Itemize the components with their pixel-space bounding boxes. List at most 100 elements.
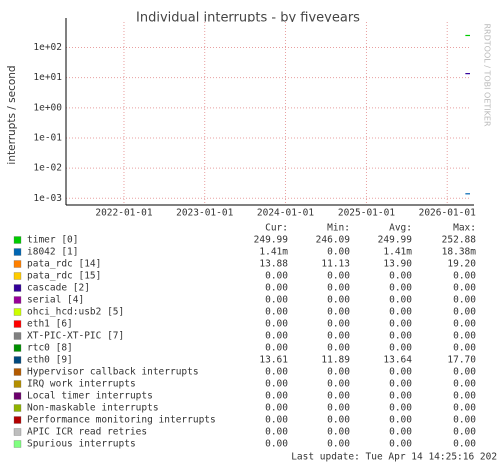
y-tick-label: 1e+02 bbox=[33, 42, 62, 53]
footer: Last update: Tue Apr 14 14:25:16 2026 bbox=[291, 452, 497, 463]
y-tick-label: 1e+01 bbox=[33, 72, 62, 83]
legend-value: 0.00 bbox=[327, 283, 350, 294]
legend-value: 0.00 bbox=[389, 403, 412, 414]
legend-name: ohci_hcd:usb2 [5] bbox=[27, 307, 124, 318]
legend-value: 0.00 bbox=[453, 367, 476, 378]
x-tick-label: 2022-01-01 bbox=[95, 208, 152, 219]
legend-name: serial [4] bbox=[27, 295, 84, 306]
plot-area bbox=[66, 22, 470, 205]
legend-value: 1.41m bbox=[383, 247, 412, 258]
y-tick-label: 1e-02 bbox=[33, 163, 62, 174]
legend-value: 0.00 bbox=[453, 427, 476, 438]
legend-value: 0.00 bbox=[453, 391, 476, 402]
legend-value: 0.00 bbox=[265, 415, 288, 426]
x-tick-label: 2025-01-01 bbox=[338, 208, 395, 219]
legend-value: 0.00 bbox=[389, 283, 412, 294]
legend-value: 0.00 bbox=[453, 283, 476, 294]
legend-value: 249.99 bbox=[378, 235, 413, 246]
legend-value: 1.41m bbox=[259, 247, 288, 258]
legend-name: rtc0 [8] bbox=[27, 343, 73, 354]
legend-value: 0.00 bbox=[265, 439, 288, 450]
legend-value: 0.00 bbox=[453, 295, 476, 306]
legend-value: 0.00 bbox=[389, 379, 412, 390]
y-axis-label: interrupts / second bbox=[6, 65, 18, 164]
legend-name: IRQ work interrupts bbox=[27, 379, 136, 390]
legend-value: 0.00 bbox=[327, 391, 350, 402]
legend-swatch bbox=[13, 308, 22, 316]
legend-value: 0.00 bbox=[265, 343, 288, 354]
legend-name: XT-PIC-XT-PIC [7] bbox=[27, 331, 124, 342]
legend-swatch bbox=[13, 236, 22, 244]
legend-name: eth0 [9] bbox=[27, 355, 73, 366]
legend-value: 0.00 bbox=[327, 271, 350, 282]
legend-value: 0.00 bbox=[389, 295, 412, 306]
legend-value: 246.09 bbox=[316, 235, 351, 246]
legend-value: 0.00 bbox=[453, 343, 476, 354]
legend-swatch bbox=[13, 284, 22, 292]
legend-value: 0.00 bbox=[265, 283, 288, 294]
legend-value: 0.00 bbox=[265, 295, 288, 306]
legend-value: 0.00 bbox=[389, 343, 412, 354]
legend-swatch bbox=[13, 248, 22, 256]
legend-value: 13.88 bbox=[259, 259, 288, 270]
legend-swatch bbox=[13, 260, 22, 268]
legend-value: 0.00 bbox=[327, 295, 350, 306]
legend-value: 0.00 bbox=[265, 403, 288, 414]
legend-value: 0.00 bbox=[265, 367, 288, 378]
x-tick-label: 2026-01-01 bbox=[419, 208, 476, 219]
legend-value: 0.00 bbox=[453, 307, 476, 318]
chart-title: Individual interrupts - by fiveyears bbox=[136, 11, 360, 26]
legend-value: 0.00 bbox=[265, 331, 288, 342]
legend-header: Min: bbox=[327, 223, 350, 234]
legend-value: 0.00 bbox=[327, 367, 350, 378]
legend-swatch bbox=[13, 404, 22, 412]
legend-value: 0.00 bbox=[453, 439, 476, 450]
legend-value: 0.00 bbox=[265, 427, 288, 438]
watermark: RRDTOOL / TOBI OETIKER bbox=[483, 23, 492, 126]
legend-swatch bbox=[13, 440, 22, 448]
legend-value: 0.00 bbox=[389, 439, 412, 450]
legend-value: 0.00 bbox=[453, 415, 476, 426]
legend-value: 0.00 bbox=[265, 379, 288, 390]
legend-value: 252.88 bbox=[442, 235, 477, 246]
legend-name: cascade [2] bbox=[27, 283, 90, 294]
legend-value: 0.00 bbox=[327, 379, 350, 390]
legend-name: Non-maskable interrupts bbox=[27, 403, 159, 414]
legend-swatch bbox=[13, 380, 22, 388]
legend-name: pata_rdc [14] bbox=[27, 259, 101, 270]
legend-value: 0.00 bbox=[265, 307, 288, 318]
legend-value: 0.00 bbox=[265, 319, 288, 330]
legend-name: eth1 [6] bbox=[27, 319, 73, 330]
x-tick-label: 2023-01-01 bbox=[176, 208, 233, 219]
legend-value: 0.00 bbox=[389, 319, 412, 330]
legend-value: 0.00 bbox=[389, 331, 412, 342]
y-tick-label: 1e-03 bbox=[33, 193, 62, 204]
legend-value: 11.89 bbox=[321, 355, 350, 366]
legend-value: 0.00 bbox=[389, 415, 412, 426]
legend-value: 249.99 bbox=[254, 235, 289, 246]
legend-name: Hypervisor callback interrupts bbox=[27, 367, 199, 378]
y-tick-label: 1e+00 bbox=[33, 102, 62, 113]
legend-value: 0.00 bbox=[453, 331, 476, 342]
legend-value: 0.00 bbox=[265, 271, 288, 282]
legend-value: 0.00 bbox=[389, 271, 412, 282]
legend-swatch bbox=[13, 272, 22, 280]
legend-name: APIC ICR read retries bbox=[27, 427, 147, 438]
legend-value: 0.00 bbox=[327, 343, 350, 354]
legend-swatch bbox=[13, 392, 22, 400]
legend-value: 0.00 bbox=[327, 331, 350, 342]
legend-value: 18.38m bbox=[442, 247, 477, 258]
x-tick-label: 2024-01-01 bbox=[257, 208, 314, 219]
legend-value: 13.64 bbox=[383, 355, 412, 366]
legend-value: 0.00 bbox=[453, 319, 476, 330]
legend-swatch bbox=[13, 332, 22, 340]
legend-value: 0.00 bbox=[265, 391, 288, 402]
legend-value: 0.00 bbox=[453, 379, 476, 390]
legend-value: 0.00 bbox=[327, 427, 350, 438]
legend-value: 0.00 bbox=[327, 307, 350, 318]
legend-value: 0.00 bbox=[327, 247, 350, 258]
legend-name: Local timer interrupts bbox=[27, 391, 153, 402]
legend-value: 0.00 bbox=[327, 439, 350, 450]
legend-value: 0.00 bbox=[389, 391, 412, 402]
